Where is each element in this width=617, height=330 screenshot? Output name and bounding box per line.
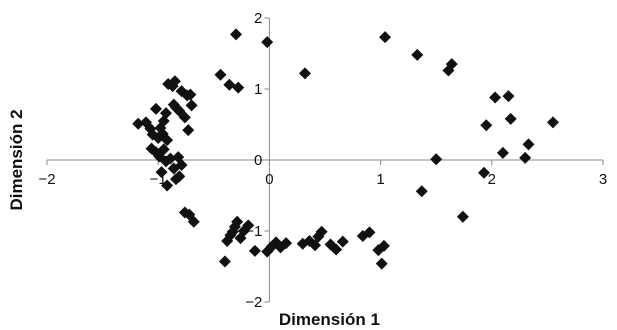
x-tick-label: 3: [599, 171, 607, 188]
data-point: [149, 102, 162, 115]
data-point: [230, 28, 243, 41]
data-point: [248, 244, 261, 257]
data-point: [261, 36, 274, 49]
data-point: [184, 88, 197, 101]
data-point: [161, 134, 174, 147]
data-point: [315, 225, 328, 238]
data-point: [182, 124, 195, 137]
data-point: [232, 81, 245, 94]
data-point: [496, 146, 509, 159]
data-point: [218, 255, 231, 268]
data-point: [330, 243, 343, 256]
data-point: [489, 91, 502, 104]
data-point: [168, 75, 181, 88]
x-tick-label: 1: [376, 171, 384, 188]
data-point: [298, 67, 311, 80]
data-point: [242, 219, 255, 232]
data-point: [415, 185, 428, 198]
data-point: [164, 152, 177, 165]
data-point: [411, 48, 424, 61]
data-point: [478, 166, 491, 179]
data-point: [155, 166, 168, 179]
data-point: [231, 215, 244, 228]
data-point: [379, 31, 392, 44]
data-point: [175, 158, 188, 171]
data-point: [480, 119, 493, 132]
data-point: [522, 138, 535, 151]
data-point: [187, 215, 200, 228]
data-point: [504, 112, 517, 125]
y-tick-label: 0: [254, 152, 262, 169]
data-point: [445, 58, 458, 71]
x-axis-title: Dimensión 1: [279, 310, 380, 329]
data-point: [214, 68, 227, 81]
data-point: [161, 179, 174, 192]
data-point: [159, 107, 172, 120]
y-axis-title: Dimensión 2: [7, 109, 26, 210]
data-point: [502, 90, 515, 103]
y-tick-label: −2: [245, 294, 262, 311]
data-point: [430, 153, 443, 166]
data-point: [132, 117, 145, 130]
data-points: [132, 28, 559, 270]
data-point: [363, 226, 376, 239]
data-point: [336, 235, 349, 248]
x-tick-label: 0: [265, 171, 273, 188]
x-axis-ticks: −2 −1 0 1 2 3: [38, 160, 607, 188]
x-tick-label: −2: [38, 171, 55, 188]
data-point: [280, 237, 293, 250]
data-point: [546, 116, 559, 129]
x-tick-label: 2: [488, 171, 496, 188]
data-point: [519, 151, 532, 164]
data-point: [173, 170, 186, 183]
y-tick-label: 2: [254, 10, 262, 27]
data-point: [223, 78, 236, 91]
data-point: [375, 257, 388, 270]
data-point: [185, 99, 198, 112]
data-point: [178, 111, 191, 124]
data-point: [157, 143, 170, 156]
y-tick-label: 1: [254, 81, 262, 98]
data-point: [456, 210, 469, 223]
data-point: [377, 239, 390, 252]
